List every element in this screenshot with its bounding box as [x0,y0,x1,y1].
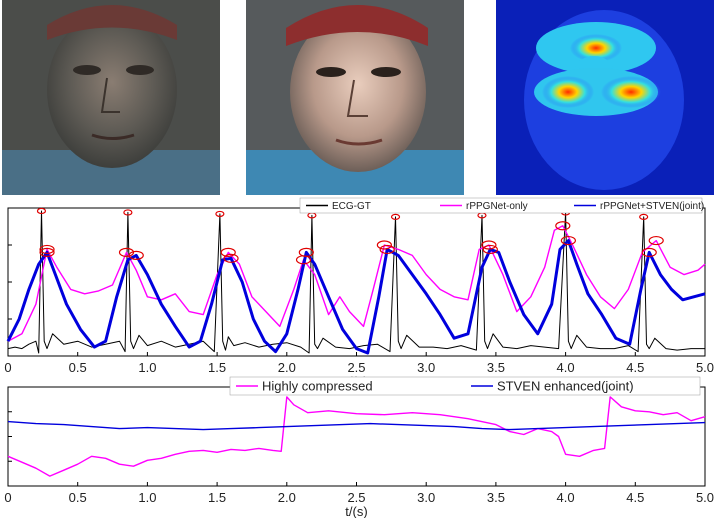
x-tick-label: 3.5 [487,360,505,375]
legend-entry: rPPGNet-only [466,201,528,212]
peak-marker [128,250,144,260]
x-tick-label: 4.0 [557,490,575,505]
legend-box [299,197,703,214]
peak-marker [648,235,664,246]
peak-marker [376,240,392,250]
chart-frame [7,207,706,357]
peak-marker [560,235,576,246]
peak-marker [482,244,498,255]
x-tick-label: 0.5 [69,490,87,505]
legend-entry: STVEN enhanced(joint) [497,379,634,394]
compression-comparison-chart: 0 0.5 1.0 1.5 2.0 2.5 3.0 3.5 4.0 4.5 5.0 t/(s) Hi… [4,376,714,518]
x-tick-label: 3.0 [417,360,435,375]
series-line-ecg-gt [7,210,705,354]
peak-marker [220,247,236,258]
peak-marker [123,209,133,216]
x-tick-label: 0.5 [69,360,87,375]
peak-marker [223,253,239,263]
series-line-stven-enhanced-joint- [7,420,706,431]
x-tick-label: 4.5 [626,360,644,375]
peak-marker [555,221,571,231]
peak-marker [39,244,55,255]
x-tick-label: 1.5 [208,490,226,505]
x-tick-label: 3.5 [487,490,505,505]
x-tick-label: 3.0 [417,490,435,505]
x-tick-label: 0 [4,490,11,505]
legend-entry: rPPGNet+STVEN(joint) [600,201,704,212]
x-tick-label: 4.5 [626,490,644,505]
peak-marker [39,247,55,258]
legend-box [229,376,701,396]
attention-heatmap [496,0,714,195]
series-line-rppgnet-stven-joint- [6,239,706,355]
x-axis-label: t/(s) [345,504,367,518]
legend: ECG-GT rPPGNet-only rPPGNet+STVEN(joint) [299,197,704,214]
x-tick-label: 2.0 [278,360,296,375]
signal-plots: 0 0.5 1.0 1.5 2.0 2.5 3.0 3.5 4.0 4.5 5.0 t/(s) EC… [4,197,714,518]
peak-marker [118,247,135,258]
series-line-rppgnet-only [7,225,706,342]
legend: Highly compressed STVEN enhanced(joint) [229,376,701,396]
x-tick-label: 1.5 [208,360,226,375]
series-line-highly-compressed [7,396,706,477]
x-tick-label: 1.0 [138,360,156,375]
peak-marker [641,247,657,258]
peak-marker [36,207,47,215]
x-tick-label: 5.0 [696,490,714,505]
x-tick-label: 2.5 [347,360,365,375]
x-tick-label: 4.0 [557,360,575,375]
x-tick-label: 2.5 [347,490,365,505]
rppg-signal-chart: 00.51.01.52.02.53.03.54.04.55.0 t/(s) EC… [4,197,714,389]
x-tick-label: 0 [4,360,11,375]
x-tick-label: 2.0 [278,490,296,505]
peak-marker [639,213,649,220]
peak-marker [390,213,401,220]
x-tick-label: 1.0 [138,490,156,505]
legend-entry: Highly compressed [262,379,373,394]
peak-marker [481,240,497,250]
chart-frame [7,386,706,487]
stven-enhanced-face-frame [246,0,464,195]
legend-entry: ECG-GT [332,201,371,212]
peak-marker [215,210,225,218]
highly-compressed-face-frame [2,0,220,195]
peak-marker [379,244,395,255]
peak-marker [298,247,314,258]
x-tick-label: 5.0 [696,360,714,375]
